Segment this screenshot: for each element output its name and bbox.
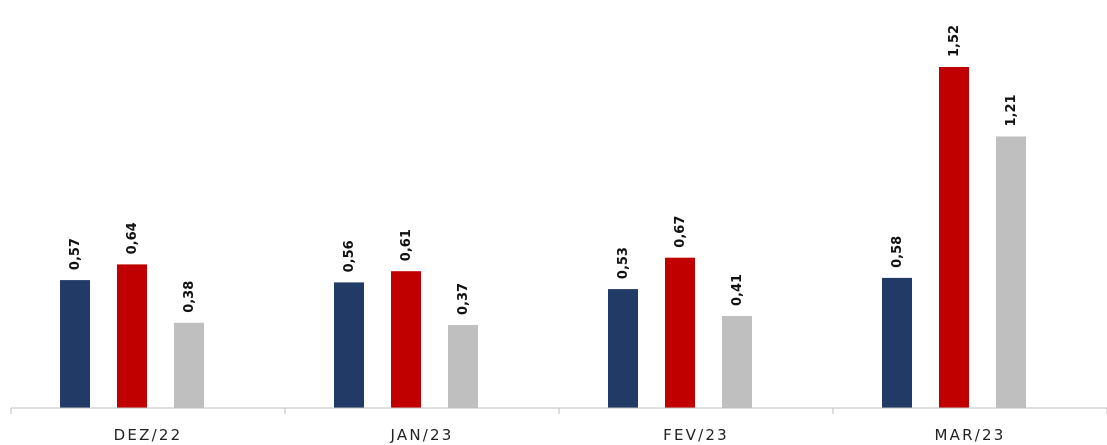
value-labels-group: 0,57 0,56 0,53 0,58 0,64 0,61 0,67 1,52 0,38 0,37… bbox=[68, 25, 1019, 315]
bar bbox=[939, 67, 969, 408]
bar bbox=[882, 277, 912, 408]
data-label: 0,61 bbox=[399, 229, 414, 261]
bar bbox=[60, 280, 90, 408]
category-label: DEZ/22 bbox=[114, 426, 183, 444]
data-label: 0,37 bbox=[456, 283, 471, 315]
data-label: 1,21 bbox=[1004, 94, 1019, 126]
category-label: JAN/23 bbox=[390, 426, 454, 444]
bar bbox=[334, 282, 364, 408]
bars-group bbox=[60, 67, 1026, 409]
bar bbox=[448, 325, 478, 408]
data-label: 1,52 bbox=[947, 25, 962, 57]
bar bbox=[722, 316, 752, 408]
data-label: 0,53 bbox=[616, 247, 631, 279]
bar bbox=[117, 264, 147, 408]
data-label: 0,57 bbox=[68, 238, 83, 270]
data-label: 0,41 bbox=[730, 274, 745, 306]
data-label: 0,67 bbox=[673, 216, 688, 248]
data-label: 0,56 bbox=[342, 240, 357, 272]
bar bbox=[608, 289, 638, 408]
bar bbox=[665, 257, 695, 408]
category-labels-group: DEZ/22 JAN/23 FEV/23 MAR/23 bbox=[114, 426, 1006, 444]
category-label: MAR/23 bbox=[935, 426, 1006, 444]
data-label: 0,58 bbox=[890, 236, 905, 268]
bar bbox=[391, 271, 421, 408]
x-axis-ticks bbox=[10, 408, 1107, 414]
data-label: 0,38 bbox=[182, 281, 197, 313]
data-label: 0,64 bbox=[125, 222, 140, 254]
bar bbox=[996, 136, 1026, 408]
bar bbox=[174, 322, 204, 409]
category-label: FEV/23 bbox=[663, 426, 729, 444]
